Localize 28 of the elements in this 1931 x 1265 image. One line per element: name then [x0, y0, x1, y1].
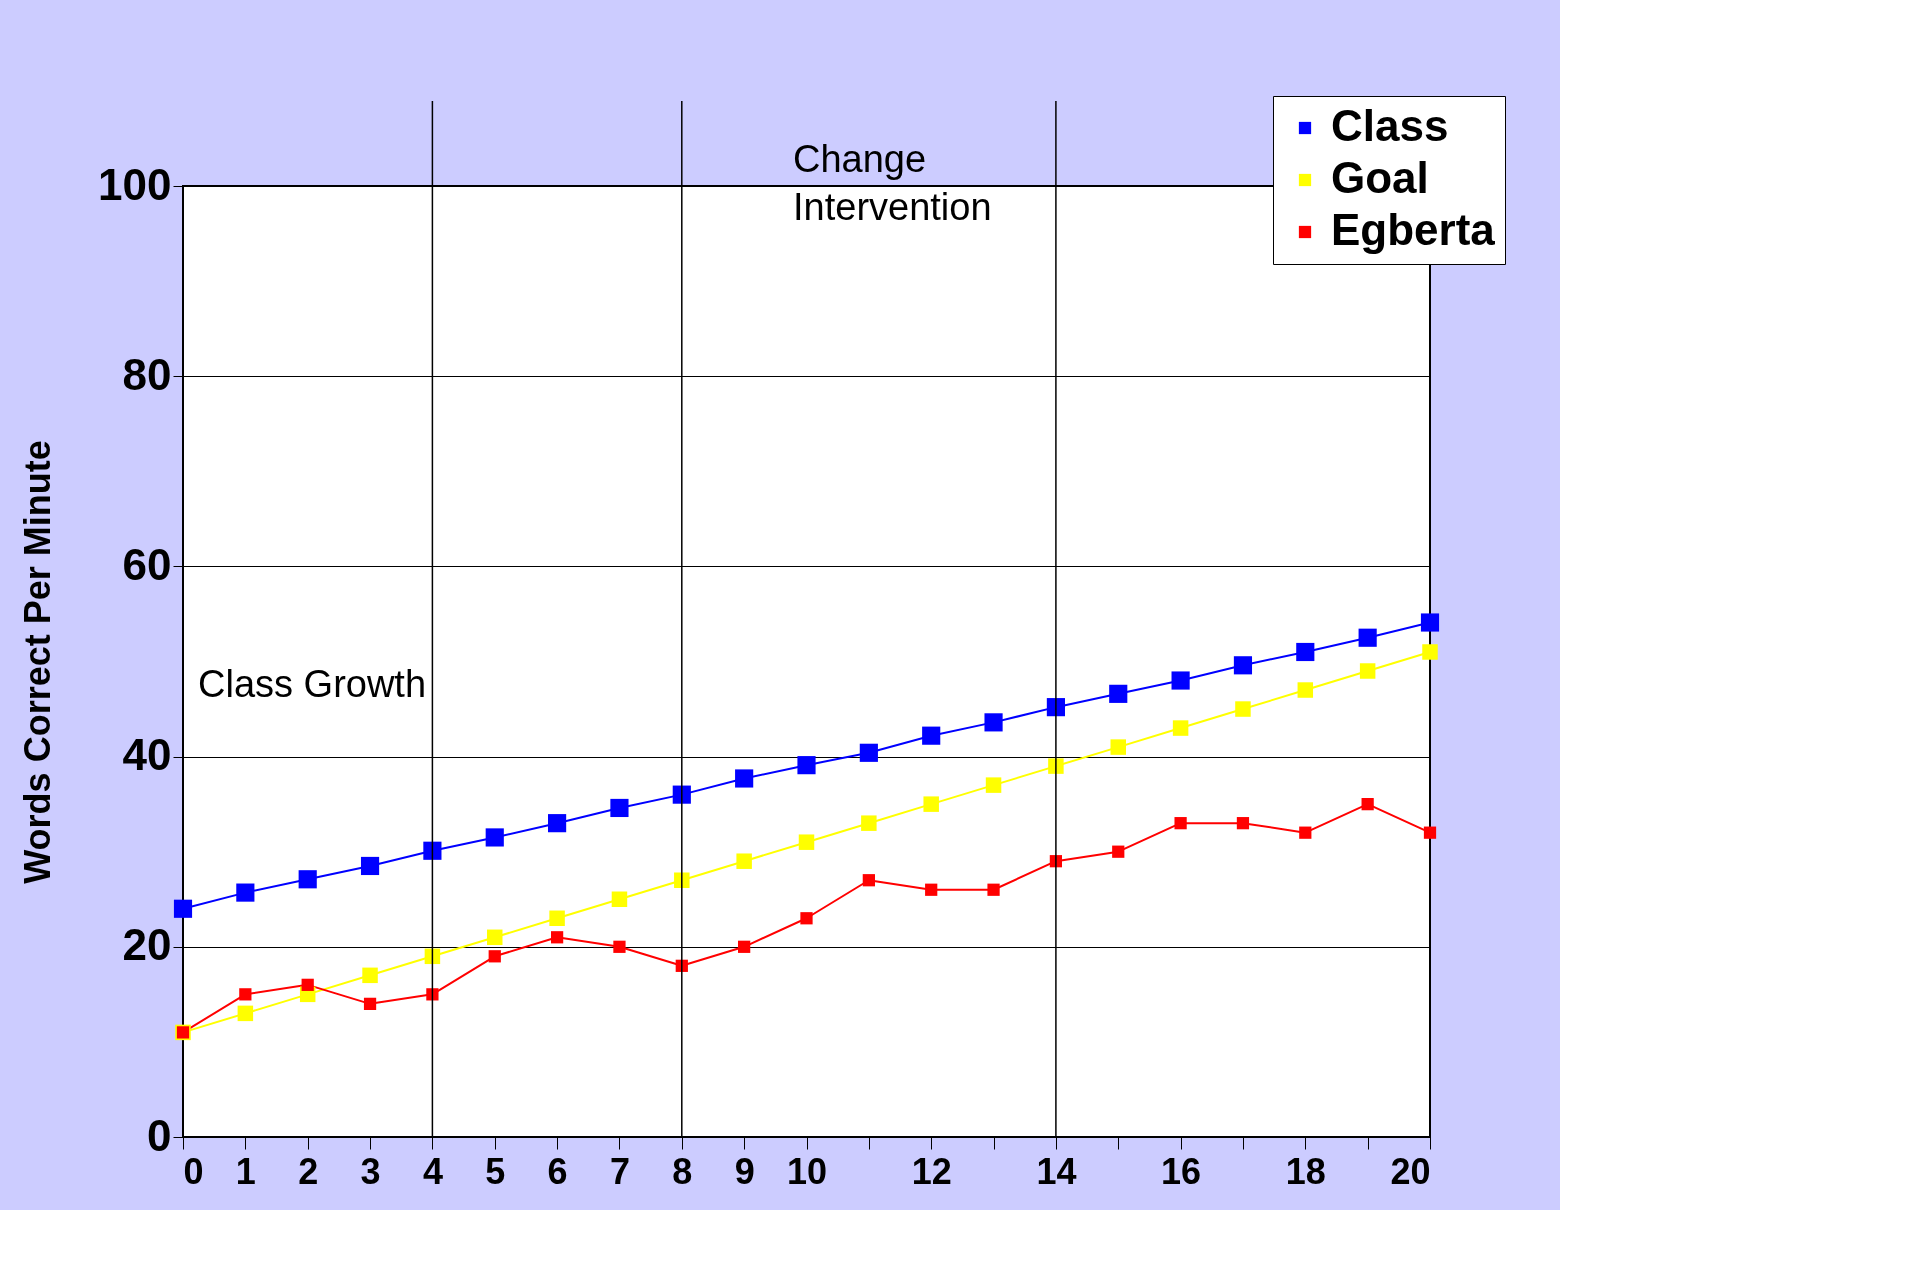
annotation: Class Growth: [198, 663, 427, 705]
x-tick-label: 1: [235, 1150, 256, 1192]
y-axis-title: Words Correct Per Minute: [17, 440, 59, 884]
x-tick-label: 4: [422, 1150, 443, 1192]
y-tick-label: 40: [122, 730, 172, 780]
x-tick-label: 20: [1390, 1150, 1431, 1192]
x-tick-label: 16: [1161, 1150, 1202, 1192]
legend-label: Class: [1331, 101, 1449, 150]
annotation: Change Intervention: [793, 138, 992, 228]
x-tick-label: 5: [485, 1150, 506, 1192]
y-tick-label: 60: [122, 539, 172, 589]
legend-label: Goal: [1331, 153, 1429, 202]
x-tick-label: 12: [911, 1150, 952, 1192]
y-tick-label: 80: [122, 349, 172, 399]
x-tick-label: 10: [786, 1150, 828, 1192]
x-tick-label: 18: [1285, 1150, 1326, 1192]
x-tick-label: 3: [360, 1150, 381, 1192]
y-tick-label: 20: [122, 920, 172, 970]
x-tick-label: 2: [298, 1150, 319, 1192]
y-tick-label: 0: [147, 1110, 172, 1160]
x-tick-label: 6: [547, 1150, 568, 1192]
legend-label: Egberta: [1331, 205, 1496, 254]
x-tick-label: 14: [1036, 1150, 1077, 1192]
x-tick-label: 0: [183, 1150, 204, 1192]
x-tick-label: 7: [609, 1150, 630, 1192]
y-tick-label: 100: [98, 159, 172, 209]
x-tick-label: 9: [734, 1150, 755, 1192]
x-tick-label: 8: [672, 1150, 693, 1192]
